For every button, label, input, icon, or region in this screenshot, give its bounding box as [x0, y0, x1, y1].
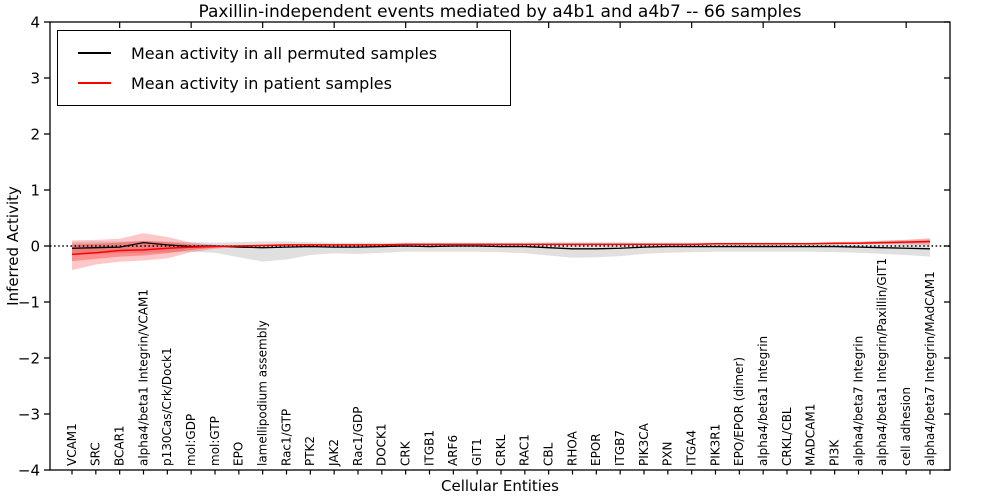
x-tick-label: PXN	[661, 442, 675, 466]
y-tick-label: 0	[30, 237, 40, 255]
x-tick-label: RAC1	[518, 434, 532, 466]
patient-line-swatch	[78, 82, 111, 84]
legend-item-label: Mean activity in patient samples	[131, 73, 392, 93]
legend: Mean activity in all permuted samples Me…	[57, 30, 511, 106]
x-tick-label: JAK2	[327, 439, 341, 467]
patient-samples-band-outer	[72, 233, 930, 271]
y-tick-label: −2	[18, 349, 40, 367]
y-tick-label: 1	[30, 181, 40, 199]
legend-item-label: Mean activity in all permuted samples	[131, 43, 438, 63]
patient-mean-line	[71, 240, 931, 256]
x-tick-label: EPOR	[589, 433, 603, 466]
y-tick-label: −1	[18, 293, 40, 311]
x-tick-label: alpha4/beta7 Integrin/MAdCAM1	[923, 271, 937, 466]
y-tick-label: −4	[18, 461, 40, 479]
x-axis-label: Cellular Entities	[441, 477, 559, 495]
x-tick-label: mol:GTP	[208, 416, 222, 466]
x-tick-label: alpha4/beta1 Integrin/VCAM1	[136, 289, 150, 466]
x-tick-label: SRC	[89, 442, 103, 466]
y-tick-label: −3	[18, 405, 40, 423]
x-tick-label: alpha4/beta7 Integrin	[851, 336, 865, 466]
x-tick-label: EPO	[232, 442, 246, 466]
x-tick-label: Rac1/GTP	[279, 409, 293, 466]
x-tick-label: PI3K	[828, 439, 842, 466]
y-tick-label: 2	[30, 125, 40, 143]
x-tick-label: p130Cas/Crk/Dock1	[160, 347, 174, 466]
x-tick-label: lamellipodium assembly	[256, 320, 270, 466]
x-tick-label: CBL	[542, 442, 556, 466]
x-tick-label: mol:GDP	[184, 414, 198, 466]
x-tick-label: PTK2	[303, 436, 317, 466]
chart-title: Paxillin-independent events mediated by …	[198, 2, 802, 22]
x-tick-label: ARF6	[446, 435, 460, 466]
x-tick-label: CRK	[399, 440, 413, 466]
x-tick-label: PIK3R1	[708, 424, 722, 466]
x-tick-label: MADCAM1	[804, 404, 818, 466]
y-tick-label: 3	[30, 69, 40, 87]
x-tick-label: VCAM1	[65, 423, 79, 466]
x-tick-label: RHOA	[565, 430, 579, 466]
y-axis-label: Inferred Activity	[4, 186, 22, 306]
x-tick-label: DOCK1	[375, 423, 389, 466]
x-tick-label: ITGB1	[422, 430, 436, 466]
x-tick-label: alpha4/beta1 Integrin	[756, 336, 770, 466]
x-tick-label: CRKL	[494, 434, 508, 466]
x-tick-label: BCAR1	[113, 425, 127, 466]
x-tick-label: CRKL/CBL	[780, 407, 794, 466]
legend-item-patient: Mean activity in patient samples	[70, 68, 498, 98]
x-tick-label: PIK3CA	[637, 422, 651, 466]
permuted-line-swatch	[78, 52, 111, 54]
y-tick-label: 4	[30, 13, 40, 31]
x-tick-label: Rac1/GDP	[351, 407, 365, 466]
x-tick-label: alpha4/beta1 Integrin/Paxillin/GIT1	[875, 258, 889, 466]
x-tick-label: cell adhesion	[899, 387, 913, 466]
x-tick-label: ITGB7	[613, 430, 627, 466]
legend-item-permuted: Mean activity in all permuted samples	[70, 38, 498, 68]
x-tick-label: GIT1	[470, 438, 484, 466]
x-tick-label: EPO/EPOR (dimer)	[732, 357, 746, 466]
x-tick-label: ITGA4	[685, 430, 699, 466]
